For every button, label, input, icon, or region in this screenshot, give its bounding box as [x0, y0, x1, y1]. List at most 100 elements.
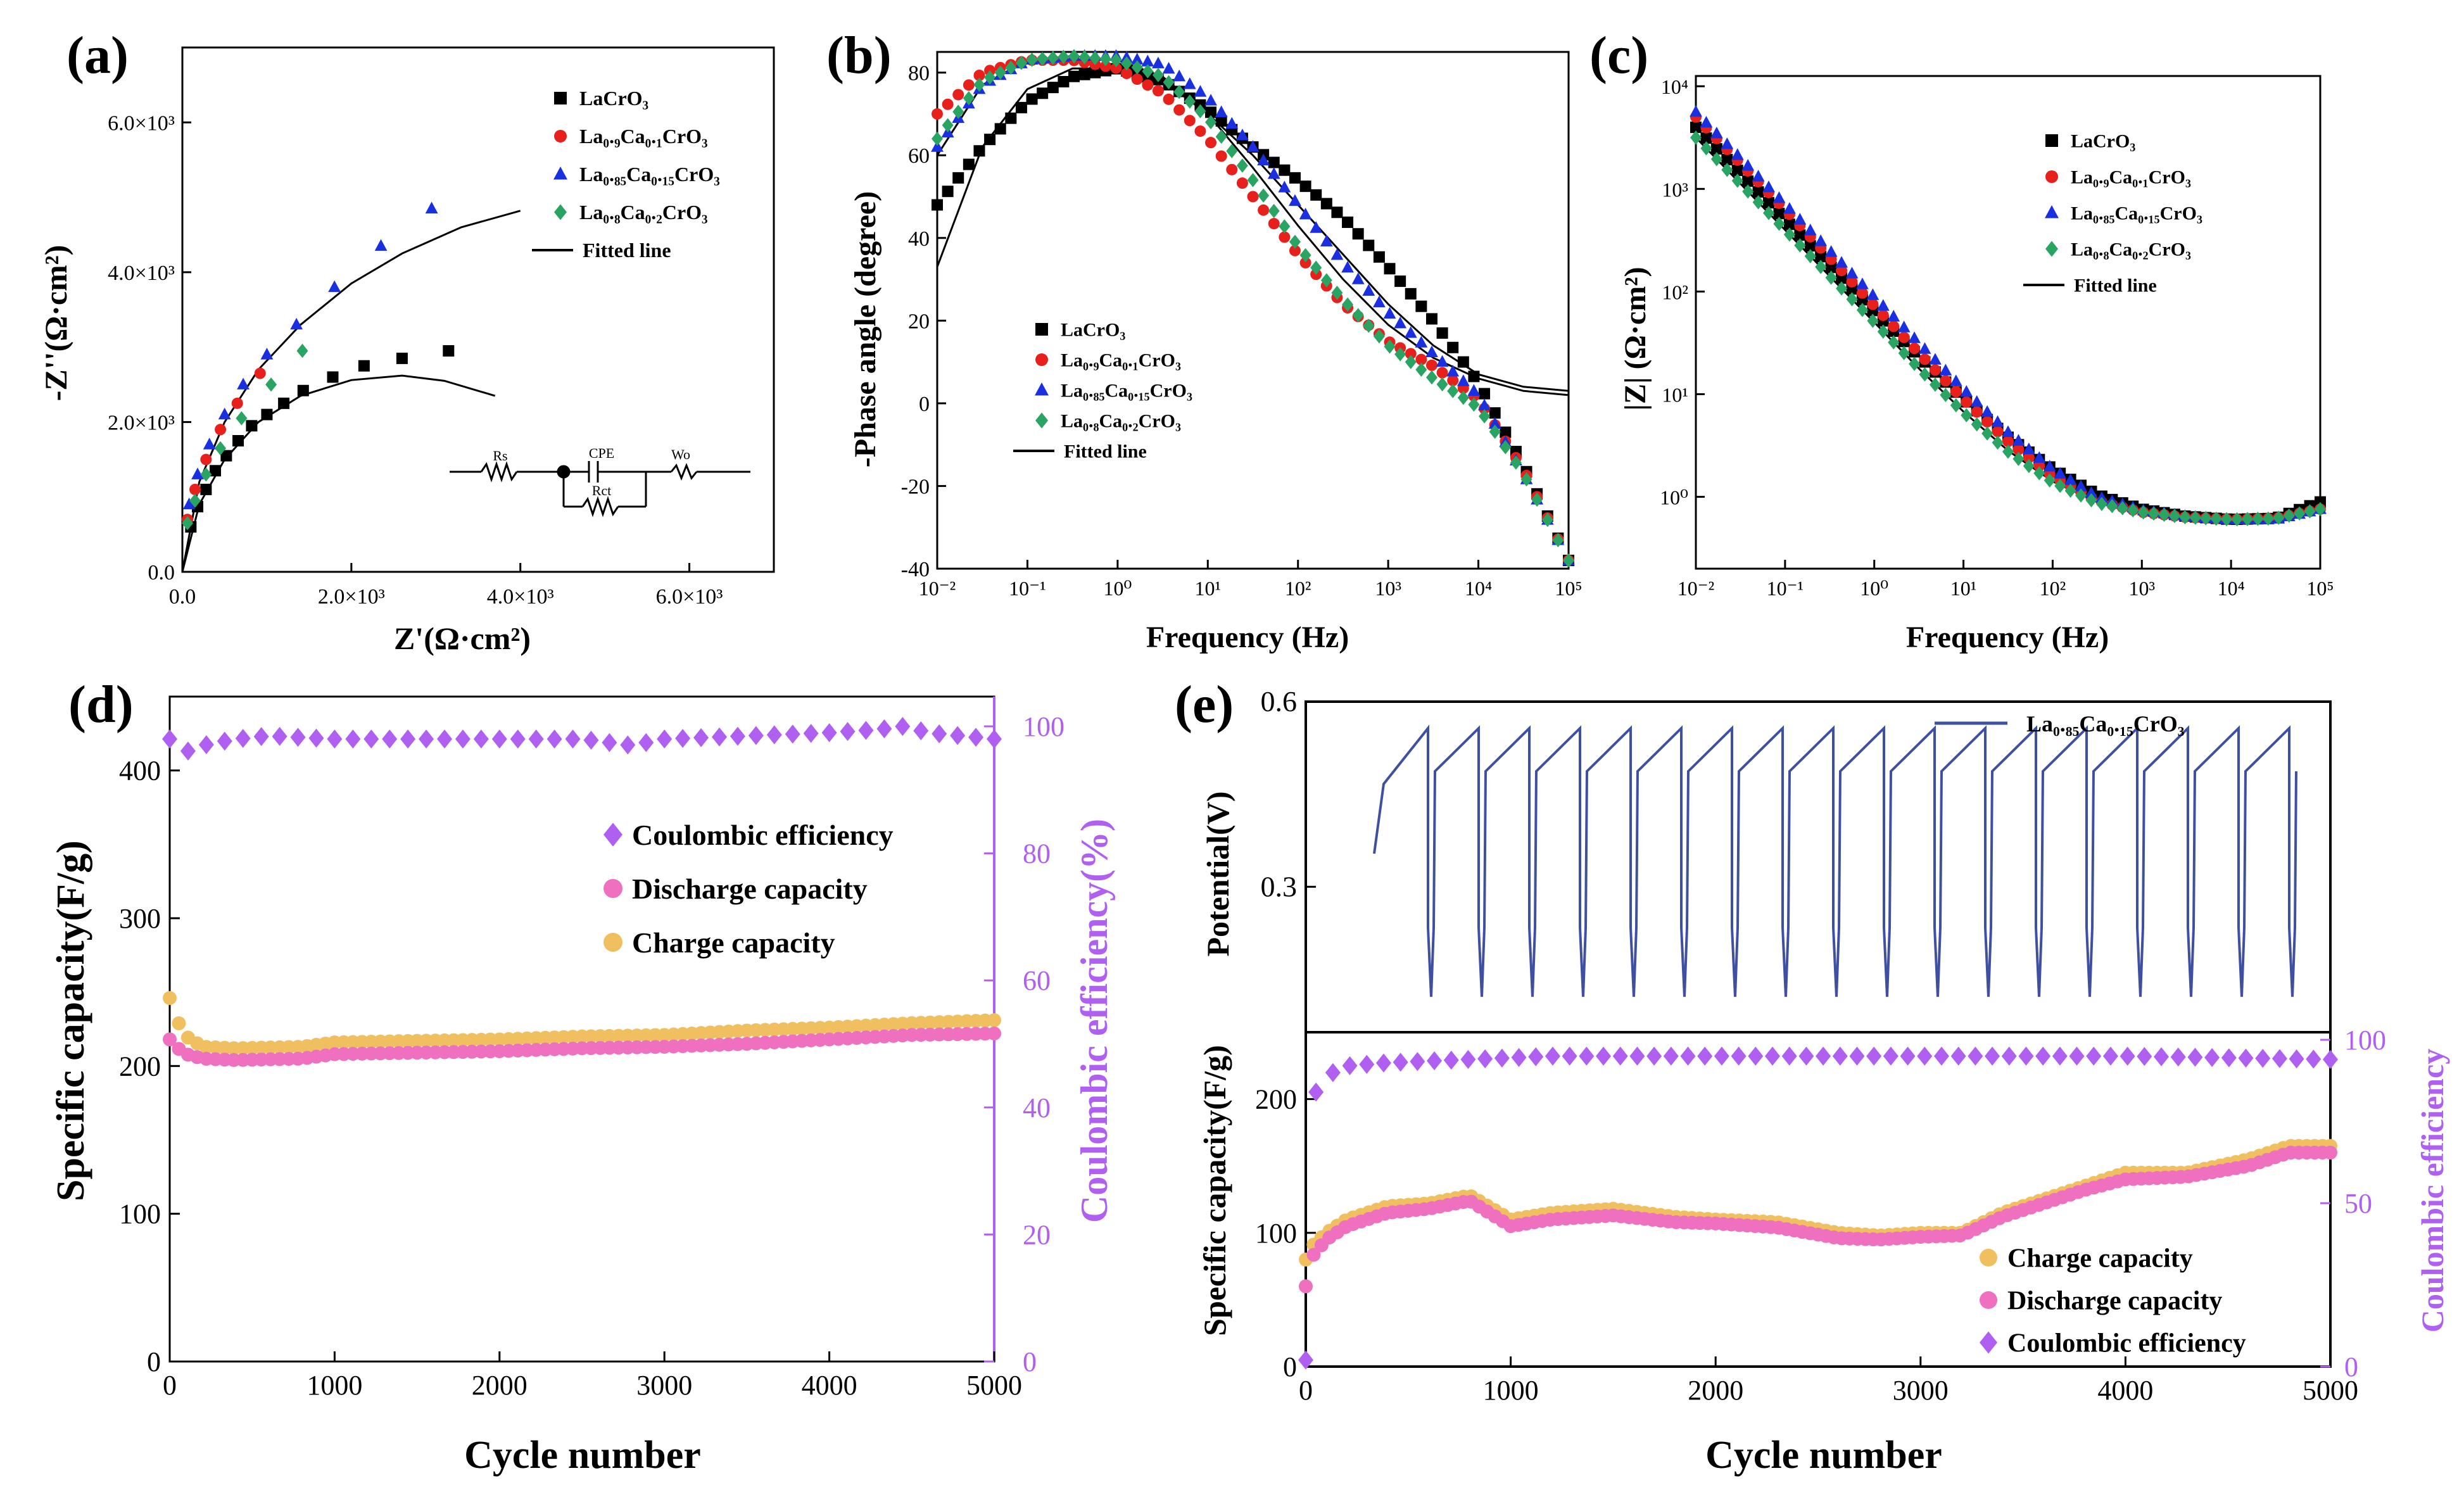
- y-right-tick-label: 20: [1023, 1219, 1051, 1250]
- ce-point: [1900, 1046, 1916, 1066]
- ce-point: [2271, 1049, 2287, 1068]
- ce-point: [363, 730, 379, 749]
- data-point: [2095, 496, 2107, 511]
- legend-label: La₀.₈₅Ca₀.₁₅CrO₃: [2071, 203, 2202, 224]
- ce-point: [1579, 1046, 1595, 1066]
- data-point: [278, 397, 290, 409]
- data-point: [1121, 56, 1133, 71]
- data-point: [1721, 163, 1733, 177]
- ce-point: [2069, 1046, 2085, 1066]
- data-point: [1763, 197, 1775, 209]
- x-tick-label: 10²: [2040, 577, 2066, 600]
- discharge-point: [163, 1032, 177, 1047]
- data-point: [1710, 143, 1722, 155]
- data-point: [232, 435, 244, 446]
- data-point: [231, 397, 243, 409]
- panel-a: (a) 0.0 2.0×10³ 4.0×10³ 6.0×10³ 0.0 2.0×10³ 4.…: [38, 26, 775, 656]
- data-point: [443, 345, 455, 357]
- ce-point: [565, 730, 581, 749]
- legend-marker: [1035, 412, 1048, 429]
- data-point: [1446, 365, 1460, 377]
- data-point: [1425, 359, 1437, 371]
- data-point: [2023, 458, 2035, 474]
- data-point: [1888, 335, 1900, 350]
- data-point: [1794, 229, 1806, 241]
- data-point: [254, 367, 266, 379]
- fitted-line: [181, 210, 521, 572]
- x-tick-label: 2000: [1688, 1375, 1743, 1406]
- data-point: [1163, 93, 1175, 105]
- ce-point: [1427, 1051, 1443, 1071]
- x-tick-label: 2000: [472, 1370, 528, 1401]
- ce-point: [1545, 1046, 1560, 1066]
- data-point: [2283, 508, 2295, 523]
- panel-e-bottom-ylabel-right: Coulombic efficiency: [2415, 1049, 2450, 1333]
- data-point: [952, 172, 964, 184]
- data-point: [1731, 174, 1743, 188]
- data-point: [1351, 272, 1365, 284]
- ce-point: [235, 728, 251, 748]
- data-point: [1447, 374, 1459, 386]
- data-point: [1362, 284, 1375, 296]
- plot-frame: [936, 51, 1570, 570]
- panel-b-ylabel: -Phase angle (degree): [849, 191, 882, 467]
- ce-point: [2170, 1047, 2186, 1067]
- potential-curve: [1373, 724, 2297, 997]
- data-point: [1783, 202, 1796, 214]
- data-point: [237, 377, 250, 389]
- legend-label: La₀.₈Ca₀.₂CrO₃: [579, 201, 708, 224]
- data-point: [1981, 416, 1993, 428]
- ce-point: [2204, 1047, 2220, 1067]
- data-point: [1268, 156, 1280, 168]
- x-tick-label: 10¹: [1950, 577, 1977, 600]
- x-tick-label: 10⁻¹: [1767, 577, 1804, 600]
- data-point: [973, 69, 985, 81]
- data-point: [1742, 184, 1754, 199]
- data-point: [425, 201, 438, 213]
- data-point: [1752, 195, 1764, 210]
- data-point: [1331, 206, 1343, 218]
- ce-point: [1950, 1046, 1966, 1066]
- data-point: [1867, 298, 1879, 310]
- legend-label: Fitted line: [2074, 275, 2157, 296]
- data-point: [2033, 451, 2046, 463]
- data-point: [1194, 104, 1206, 118]
- x-tick-label: 10⁰: [1103, 577, 1132, 600]
- data-point: [942, 98, 954, 110]
- ce-point: [1866, 1046, 1882, 1066]
- data-point: [1877, 309, 1889, 321]
- panel-b-xlabel: Frequency (Hz): [1146, 621, 1349, 654]
- legend-label: La₀.₈Ca₀.₂CrO₃: [2071, 239, 2191, 260]
- data-point: [358, 360, 370, 372]
- data-point: [2022, 442, 2035, 455]
- data-point: [1215, 105, 1228, 117]
- y-tick-label: 400: [119, 755, 161, 787]
- panel-e-top-ylabel: Potential(V): [1200, 791, 1235, 956]
- data-point: [1404, 326, 1417, 338]
- data-point: [1289, 194, 1301, 206]
- x-tick-label: 4.0×10³: [487, 585, 554, 609]
- ce-point: [180, 742, 196, 761]
- ce-point: [1342, 1056, 1358, 1075]
- data-point: [2241, 512, 2253, 526]
- data-point: [1068, 49, 1080, 63]
- y-tick-label: 300: [119, 903, 161, 934]
- plot-a-area: 0.0 2.0×10³ 4.0×10³ 6.0×10³ 0.0 2.0×10³ 4.0×10…: [108, 46, 775, 609]
- data-point: [1479, 409, 1491, 424]
- data-point: [1383, 306, 1396, 319]
- legend-marker: [1035, 382, 1049, 396]
- ce-point: [876, 719, 892, 738]
- ce-point: [1680, 1046, 1696, 1066]
- y-tick-label: 0.0: [148, 561, 175, 585]
- ce-point: [913, 721, 929, 741]
- data-point: [2075, 488, 2087, 503]
- ce-point: [198, 735, 214, 754]
- ce-point: [1849, 1046, 1865, 1066]
- fitted-line: [1695, 137, 2321, 521]
- data-point: [1856, 277, 1869, 289]
- legend-marker: [2045, 241, 2058, 257]
- data-point: [1700, 132, 1712, 144]
- ce-point: [675, 728, 691, 748]
- ce-point: [1798, 1046, 1814, 1066]
- data-point: [1447, 384, 1459, 398]
